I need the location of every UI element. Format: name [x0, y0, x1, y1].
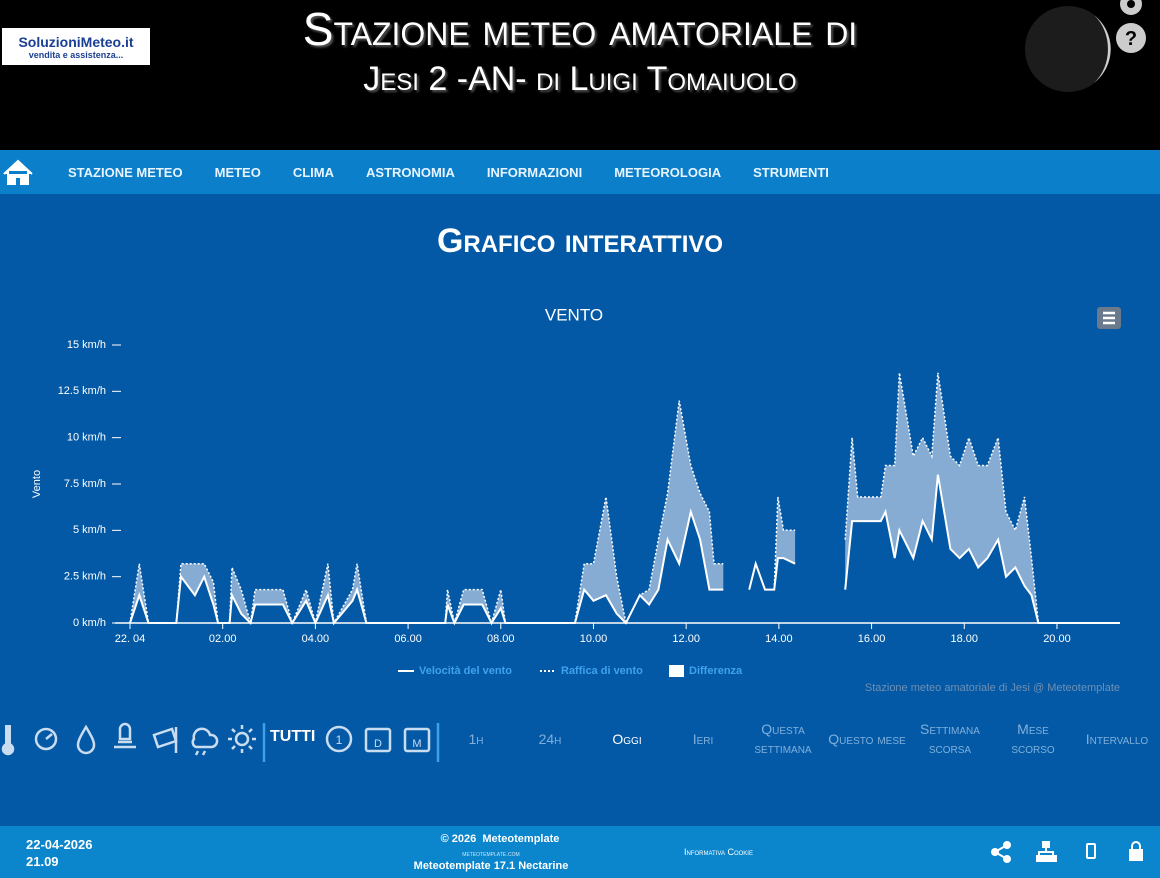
- range-button[interactable]: Ieri: [692, 730, 714, 747]
- x-tick-label: 12.00: [672, 633, 700, 645]
- legend-label[interactable]: Differenza: [689, 665, 743, 677]
- nav-bar: STAZIONE METEO METEO CLIMA ASTRONOMIA INFORM…: [0, 150, 1160, 194]
- chart: VENTO Vento Stazione meteo amatoriale di…: [31, 305, 1121, 694]
- range-button[interactable]: Mese scorso: [1011, 721, 1055, 756]
- x-tick-label: 10.00: [580, 633, 608, 645]
- y-axis-title: Vento: [31, 470, 43, 498]
- footer-date: 22-04-2026: [26, 837, 93, 852]
- range-button[interactable]: 24h: [538, 730, 562, 747]
- series-line: [129, 372, 1120, 626]
- legend-label[interactable]: Velocità del vento: [419, 665, 512, 677]
- nav-item[interactable]: ASTRONOMIA: [366, 164, 455, 180]
- difference-band: [130, 372, 1120, 623]
- site-subtitle: Jesi 2 -AN- di Luigi Tomaiuolo: [363, 60, 797, 98]
- svg-text:D: D: [374, 738, 382, 750]
- svg-text:1: 1: [336, 733, 343, 747]
- header: SoluzioniMeteo.it vendita e assistenza..…: [0, 0, 1160, 150]
- logo[interactable]: SoluzioniMeteo.it vendita e assistenza..…: [2, 28, 150, 65]
- range-button[interactable]: Questa settimana: [754, 721, 812, 756]
- nav-item[interactable]: INFORMAZIONI: [486, 164, 583, 180]
- nav-item[interactable]: CLIMA: [292, 164, 335, 180]
- toolbar-icons: 1 D M: [1, 722, 440, 762]
- footer: 22-04-2026 21.09 © 2026 Meteotemplate me…: [0, 826, 1160, 878]
- y-tick-label: 12.5 km/h: [58, 385, 106, 397]
- svg-text:?: ?: [1125, 28, 1137, 50]
- x-tick-label: 22. 04: [115, 633, 146, 645]
- toolbar: 1 D M TUTTI 1h 24h Oggi Ieri Questa settiman…: [0, 712, 1160, 766]
- cookie-link[interactable]: Informativa Cookie: [684, 847, 753, 857]
- y-tick-label: 5 km/h: [73, 524, 106, 536]
- footer-site[interactable]: meteotemplate.com: [462, 851, 520, 858]
- y-tick-label: 10 km/h: [67, 432, 106, 444]
- footer-icons[interactable]: [985, 838, 1150, 866]
- all-button[interactable]: TUTTI: [270, 728, 316, 745]
- chart-title: VENTO: [545, 305, 603, 324]
- site-title: Stazione meteo amatoriale di: [302, 3, 858, 55]
- range-button[interactable]: Settimana scorsa: [920, 721, 980, 756]
- footer-version: Meteotemplate 17.1 Nectarine: [413, 860, 569, 872]
- settings-help[interactable]: ?: [1112, 0, 1152, 56]
- moon-icon: [1025, 6, 1111, 92]
- x-tick-label: 20.00: [1043, 633, 1071, 645]
- nav-item[interactable]: STRUMENTI: [753, 164, 829, 180]
- svg-text:M: M: [412, 738, 421, 750]
- x-tick-label: 04.00: [302, 633, 330, 645]
- x-tick-label: 08.00: [487, 633, 515, 645]
- range-button[interactable]: Intervallo: [1085, 730, 1149, 747]
- range-button[interactable]: Questo mese: [828, 730, 906, 747]
- credit: Stazione meteo amatoriale di Jesi @ Mete…: [865, 682, 1120, 694]
- x-tick-label: 14.00: [765, 633, 793, 645]
- y-tick-label: 0 km/h: [73, 617, 106, 629]
- page-title: Grafico interattivo: [436, 222, 724, 260]
- menu-button[interactable]: [1097, 307, 1121, 329]
- logo-tagline: vendita e assistenza...: [28, 50, 124, 60]
- x-tick-label: 06.00: [394, 633, 422, 645]
- x-tick-label: 16.00: [858, 633, 886, 645]
- x-tick-label: 02.00: [209, 633, 237, 645]
- logo-brand: SoluzioniMeteo.it: [18, 34, 134, 50]
- nav-item[interactable]: METEO: [214, 164, 261, 180]
- y-tick-label: 7.5 km/h: [64, 478, 106, 490]
- x-tick-label: 18.00: [951, 633, 979, 645]
- nav-item[interactable]: METEOROLOGIA: [614, 164, 722, 180]
- nav-item[interactable]: STAZIONE METEO: [68, 164, 183, 180]
- legend-swatch: [669, 665, 684, 677]
- y-tick-label: 2.5 km/h: [64, 571, 106, 583]
- home-icon[interactable]: [0, 150, 52, 194]
- y-tick-label: 15 km/h: [67, 339, 106, 351]
- footer-time: 21.09: [26, 854, 59, 869]
- legend-label[interactable]: Raffica di vento: [561, 665, 643, 677]
- range-button[interactable]: 1h: [468, 730, 484, 747]
- footer-copyright: © 2026 Meteotemplate: [440, 833, 560, 845]
- range-button[interactable]: Oggi: [612, 730, 642, 747]
